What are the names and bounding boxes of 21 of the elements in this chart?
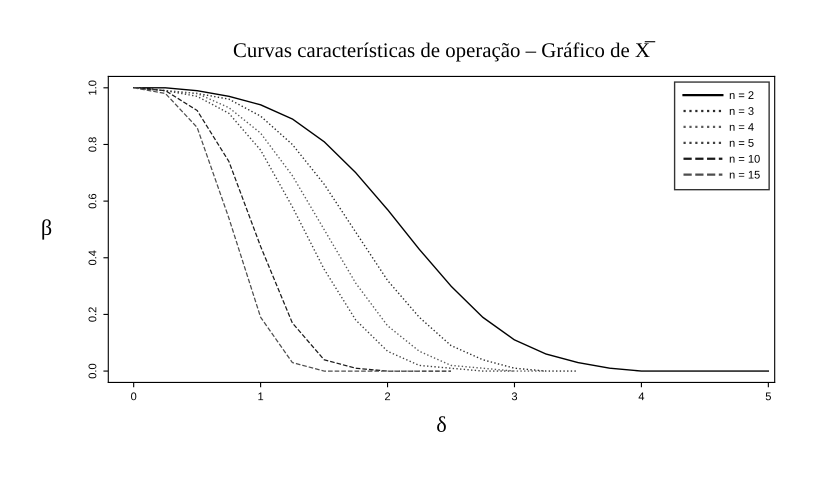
y-tick-label: 0.0	[88, 364, 96, 378]
x-axis-title: δ	[437, 416, 446, 432]
y-tick-label: 0.6	[88, 194, 96, 208]
legend-label: n = 2	[730, 91, 754, 99]
x-tick-label: 4	[638, 392, 644, 400]
y-tick-label: 1.0	[88, 80, 96, 95]
x-tick-label: 5	[766, 392, 771, 400]
y-tick-label: 0.4	[88, 250, 96, 266]
legend-label: n = 15	[730, 170, 760, 179]
y-tick-label: 0.2	[88, 307, 96, 322]
legend-label: n = 5	[730, 139, 754, 147]
legend-label: n = 4	[730, 123, 754, 131]
x-tick-label: 1	[258, 392, 264, 400]
chart-title: Curvas características de operação – Gráfico de X̅	[234, 41, 656, 62]
y-axis-title: β	[42, 219, 52, 240]
x-tick-label: 0	[131, 392, 136, 400]
x-tick-label: 2	[385, 392, 390, 400]
legend-label: n = 10	[730, 154, 760, 163]
y-tick-label: 0.8	[88, 137, 96, 152]
legend-label: n = 3	[730, 107, 754, 115]
x-tick-label: 3	[512, 392, 518, 400]
